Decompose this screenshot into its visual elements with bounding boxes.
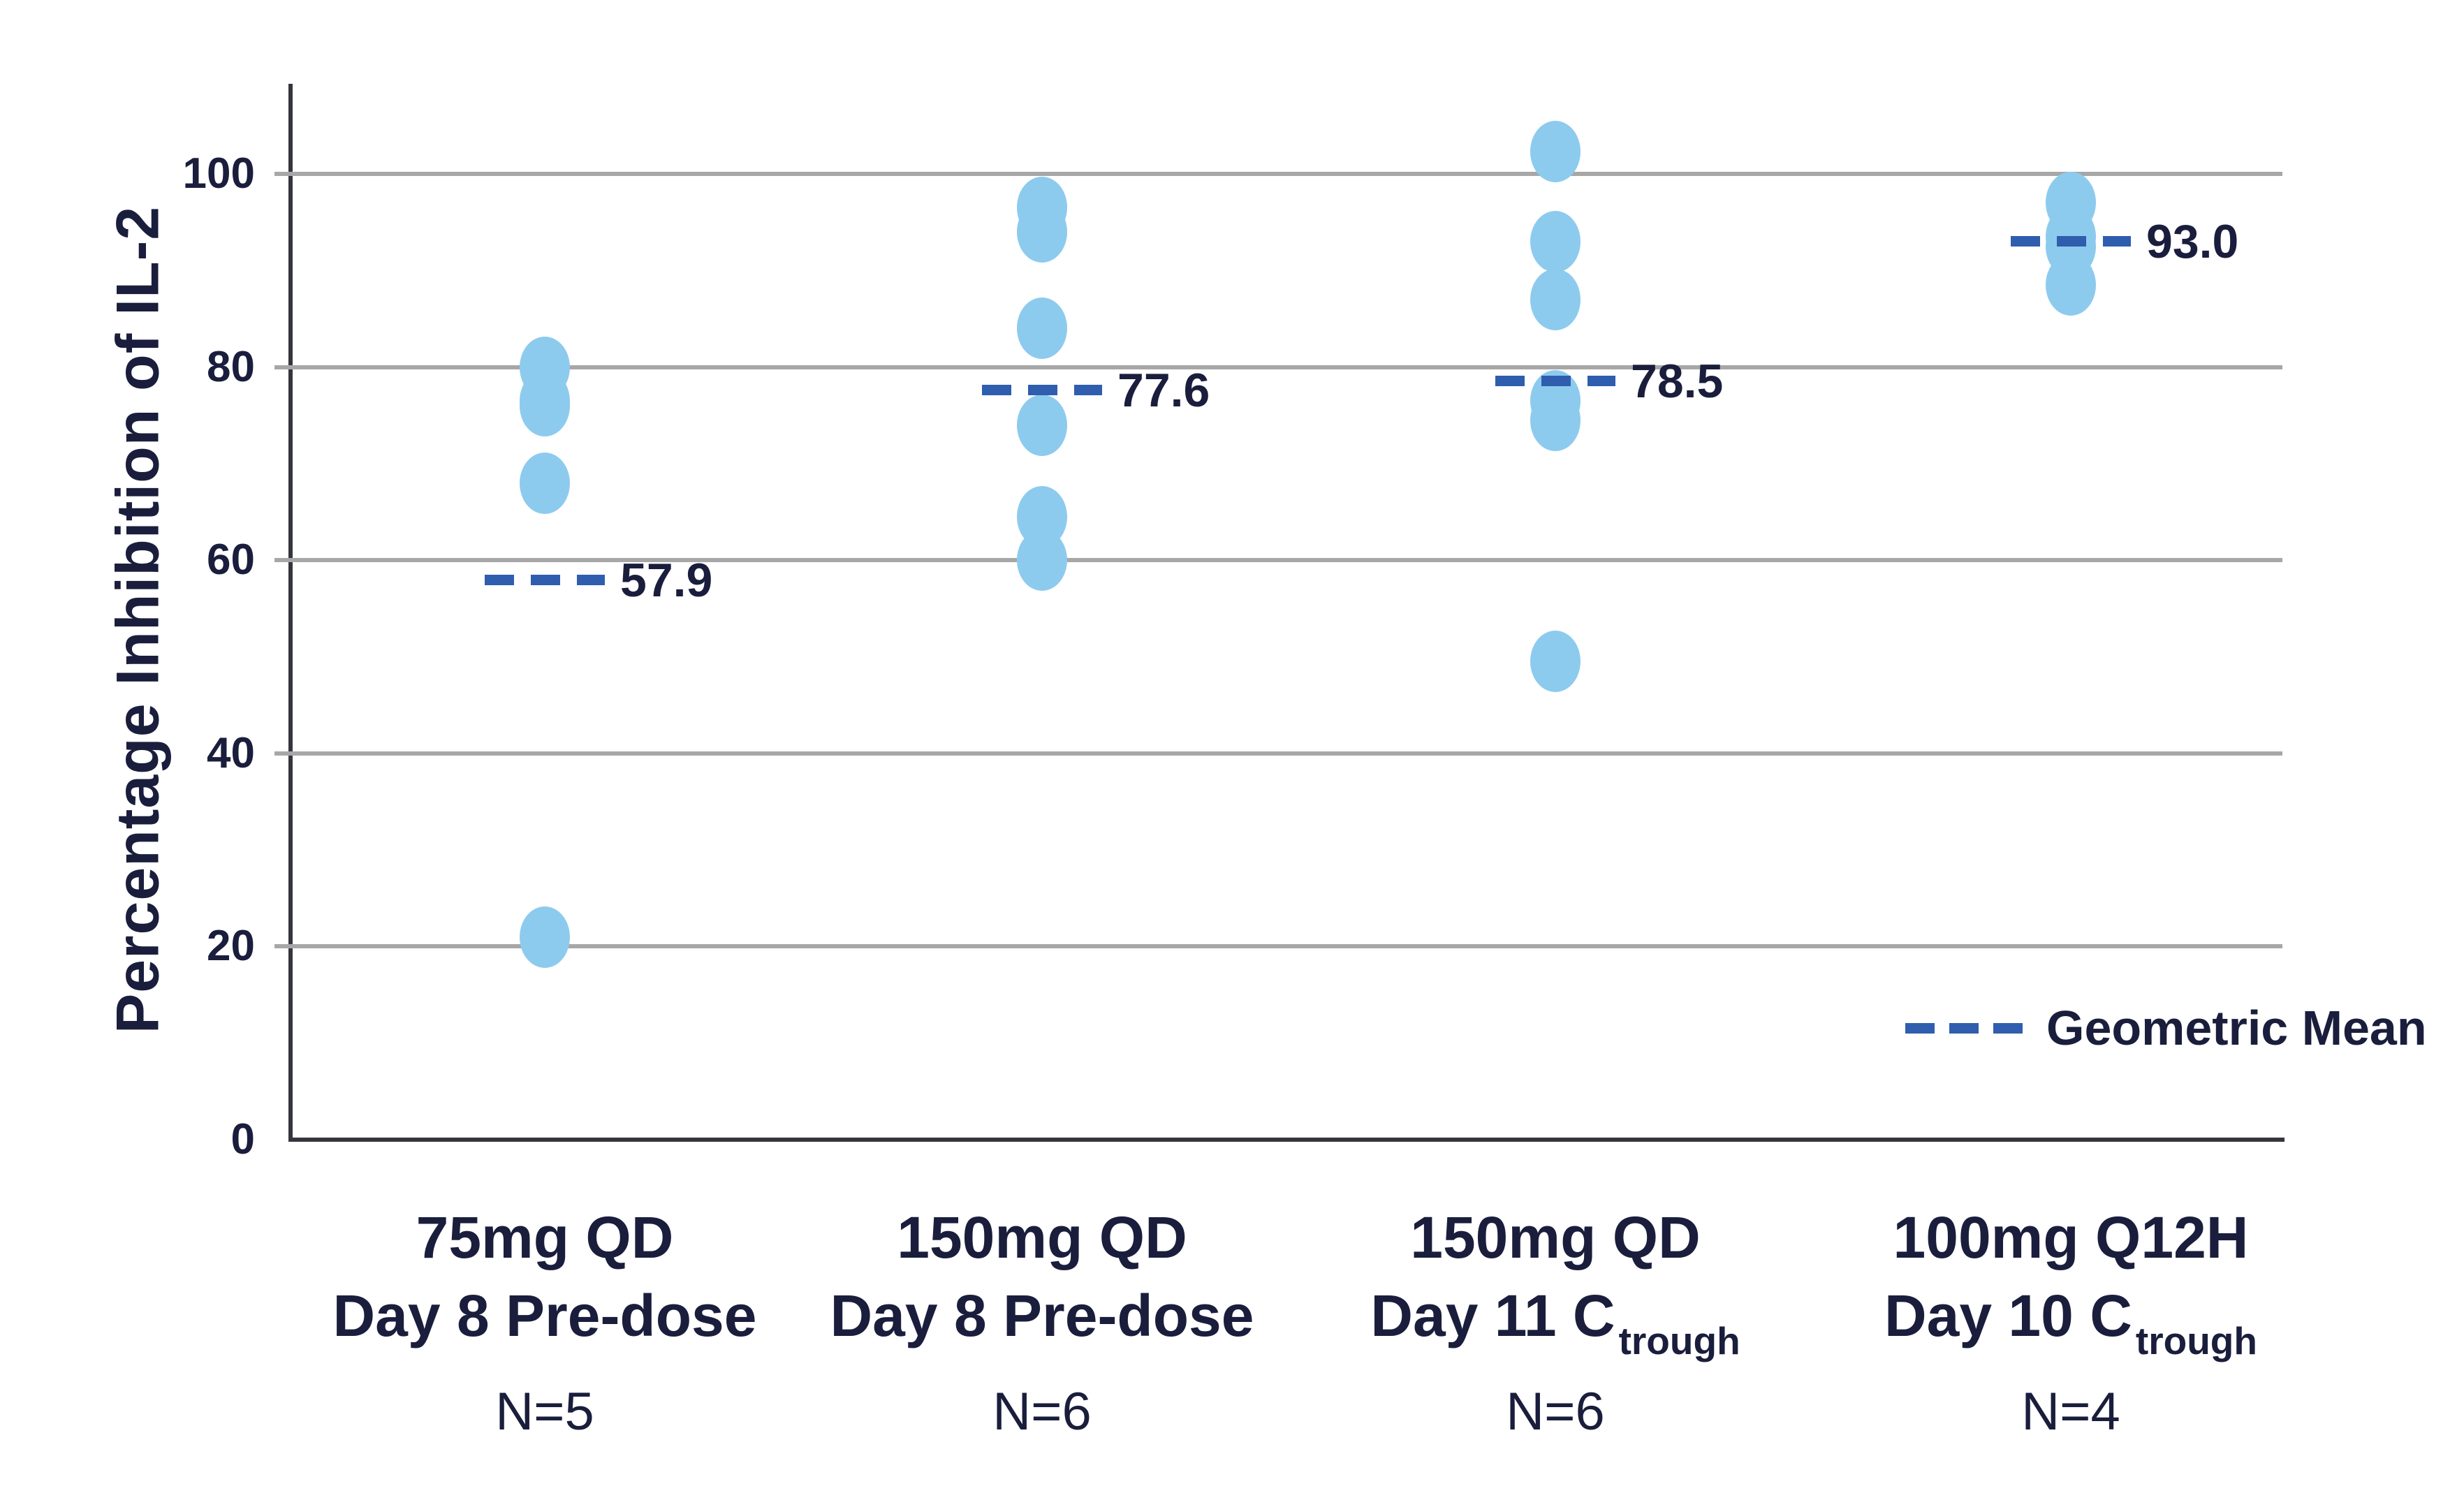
- geometric-mean-value: 78.5: [1631, 355, 1724, 409]
- group-label-line1: 75mg QD: [416, 1205, 674, 1270]
- y-tick-label-20: 20: [207, 922, 255, 971]
- data-point: [1017, 394, 1067, 456]
- group-label-line1: 150mg QD: [897, 1205, 1187, 1270]
- y-tick-100: [274, 172, 290, 176]
- group-label: 150mg QD Day 11 Ctrough: [1101, 1198, 2009, 1362]
- data-point: [1530, 121, 1581, 183]
- y-tick-20: [274, 944, 290, 949]
- data-point: [1530, 210, 1581, 272]
- y-tick-label-100: 100: [182, 149, 255, 198]
- legend-label: Geometric Mean: [2046, 1001, 2427, 1055]
- legend: Geometric Mean: [1905, 1000, 2427, 1056]
- group-label: 75mg QD Day 8 Pre-dose: [91, 1198, 999, 1355]
- geometric-mean-line: [2011, 235, 2131, 247]
- gridline-100: [290, 172, 2282, 176]
- geometric-mean-line: [1495, 376, 1615, 387]
- n-count-label: N=4: [2021, 1382, 2120, 1441]
- data-point: [520, 906, 570, 968]
- gridline-60: [290, 558, 2282, 563]
- y-tick-60: [274, 558, 290, 563]
- group-label-line2: Day 8 Pre-dose: [830, 1283, 1254, 1348]
- geometric-mean-value: 93.0: [2146, 214, 2239, 268]
- data-point: [1017, 200, 1067, 263]
- data-point: [2046, 254, 2096, 316]
- gridline-20: [290, 944, 2282, 949]
- group-label-line2: Day 10 Ctrough: [1884, 1283, 2257, 1362]
- n-count-label: N=5: [495, 1382, 594, 1441]
- geometric-mean-dash-swatch: [1905, 1022, 2023, 1034]
- geometric-mean-line: [485, 575, 605, 586]
- group-label: 150mg QD Day 8 Pre-dose: [588, 1198, 1496, 1355]
- gridline-80: [290, 365, 2282, 369]
- n-count-label: N=6: [992, 1382, 1092, 1441]
- y-tick-label-80: 80: [207, 342, 255, 391]
- geometric-mean-value: 77.6: [1117, 363, 1210, 417]
- y-tick-80: [274, 365, 290, 369]
- group-label: 100mg Q12H Day 10 Ctrough: [1617, 1198, 2464, 1362]
- data-point: [1530, 631, 1581, 693]
- group-label-line2: Day 11 Ctrough: [1370, 1283, 1740, 1362]
- gridline-40: [290, 751, 2282, 756]
- group-label-subscript: trough: [1618, 1319, 1740, 1362]
- y-tick-label-0: 0: [230, 1115, 255, 1163]
- n-count-label: N=6: [1506, 1382, 1605, 1441]
- y-tick-label-60: 60: [207, 536, 255, 585]
- group-label-subscript: trough: [2135, 1319, 2257, 1362]
- data-point: [1017, 529, 1067, 591]
- data-point: [1530, 389, 1581, 451]
- data-point: [520, 452, 570, 514]
- geometric-mean-value: 57.9: [620, 554, 713, 608]
- y-tick-40: [274, 751, 290, 756]
- geometric-mean-line: [982, 384, 1102, 395]
- y-axis-line: [288, 84, 293, 1142]
- group-label-line2: Day 8 Pre-dose: [332, 1283, 757, 1348]
- x-axis-line: [288, 1138, 2285, 1142]
- group-label-line1: 150mg QD: [1410, 1205, 1701, 1270]
- data-point: [1530, 268, 1581, 330]
- data-point: [520, 374, 570, 436]
- data-point: [1017, 297, 1067, 360]
- y-tick-label-40: 40: [207, 728, 255, 777]
- group-label-line1: 100mg Q12H: [1893, 1205, 2249, 1270]
